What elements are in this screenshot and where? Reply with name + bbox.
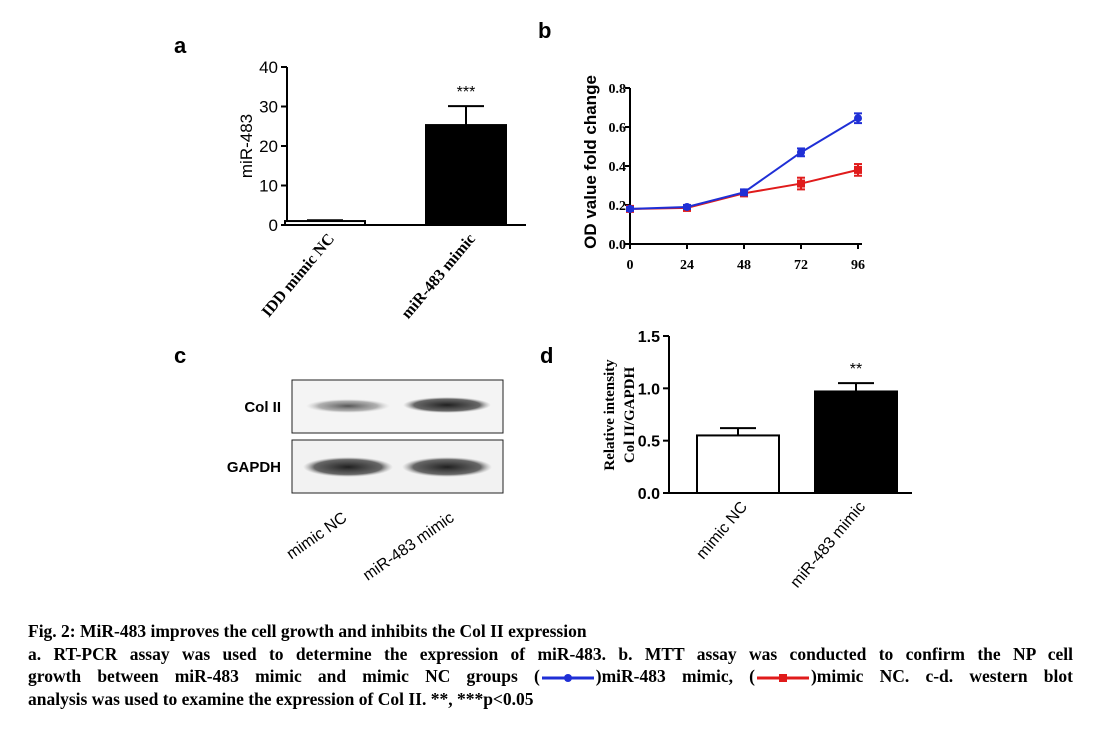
significance-label: ** (850, 361, 862, 378)
y-axis-title-line-2: Col II/GAPDH (622, 367, 638, 464)
y-tick-label: 40 (259, 58, 278, 77)
x-category-label: IDD mimic NC (259, 231, 338, 321)
data-point (797, 148, 805, 157)
blot-band-col2-mimic-nc (306, 399, 390, 413)
x-tick-label: 48 (737, 258, 751, 273)
panel-label-c: c (174, 343, 186, 368)
y-tick-label: 10 (259, 177, 278, 196)
y-tick-label: 30 (259, 98, 278, 117)
y-tick-label: 0.5 (638, 434, 660, 451)
data-point (854, 114, 862, 123)
blot-band-gapdh-mimic-nc (303, 457, 393, 477)
y-axis-title-line-1: Relative intensity (602, 359, 618, 471)
y-axis-title: OD value fold change (581, 75, 600, 249)
data-point (626, 204, 634, 213)
blot-band-col2-mir483 (403, 397, 491, 413)
blot-band-gapdh-mir483 (402, 457, 492, 477)
caption-line-3: analysis was used to examine the express… (28, 688, 534, 709)
panel-b-line-chart: 0.0 0.2 0.4 0.6 0.8 0 24 48 72 96 OD value fold ch… (581, 75, 865, 273)
bar (814, 390, 898, 494)
x-category-label: miR-483 mimic (398, 231, 479, 323)
bar (284, 220, 366, 227)
caption-title: Fig. 2: MiR-483 improves the cell growth… (28, 621, 587, 641)
legend-glyph-blue-circle-icon (541, 673, 594, 682)
significance-label: *** (457, 84, 476, 101)
x-tick-label: 24 (680, 258, 694, 273)
bar (696, 434, 780, 494)
caption-line-2-part-b: )miR-483 mimic, ( (595, 666, 755, 686)
caption-line-2-part-c: )mimic NC. c-d. western blot (810, 666, 1073, 686)
blot-row-label-gapdh: GAPDH (227, 459, 281, 476)
y-tick-label: 0.2 (609, 199, 627, 214)
panel-label-d: d (540, 343, 553, 368)
x-tick-label: 96 (851, 258, 865, 273)
y-tick-label: 0.8 (609, 82, 627, 97)
x-category-label: miR-483 mimic (787, 499, 869, 592)
x-tick-label: 72 (794, 258, 808, 273)
y-tick-label: 0 (269, 216, 278, 235)
panel-d-bar-chart: 0.0 0.5 1.0 1.5 mimic NC ** miR-483 mimic Relat… (602, 329, 912, 591)
bar (425, 124, 507, 226)
blot-lane-label-mimic-nc: mimic NC (284, 509, 351, 563)
y-tick-label: 1.0 (638, 381, 660, 398)
panel-label-b: b (538, 18, 551, 43)
caption-line-2: growth between miR-483 mimic and mimic N… (28, 665, 1073, 688)
caption-line-1: a. RT-PCR assay was used to determine th… (28, 643, 1073, 664)
panel-a-bar-chart: 0 10 20 30 40 IDD mimic NC *** miR-483 mimic miR… (237, 58, 526, 322)
y-tick-label: 0.0 (609, 238, 627, 253)
blot-lane-label-mir483: miR-483 mimic (360, 509, 457, 584)
panel-label-a: a (174, 33, 187, 58)
data-point (740, 188, 748, 197)
y-tick-label: 20 (259, 137, 278, 156)
data-point (683, 202, 691, 211)
y-tick-label: 0.4 (609, 160, 627, 175)
legend-glyph-red-square-icon (756, 673, 809, 682)
figure-caption: Fig. 2: MiR-483 improves the cell growth… (28, 620, 1073, 710)
figure-canvas: a b c d 0 10 20 30 40 IDD mimic NC *** miR-483 … (174, 18, 912, 591)
blot-row-label-col2: Col II (244, 399, 281, 416)
caption-line-2-part-a: growth between miR-483 mimic and mimic N… (28, 666, 540, 686)
data-point (854, 165, 862, 174)
data-point (797, 179, 805, 188)
y-tick-label: 1.5 (638, 329, 660, 346)
y-tick-label: 0.0 (638, 486, 660, 503)
x-tick-label: 0 (627, 258, 634, 273)
y-tick-label: 0.6 (609, 121, 627, 136)
y-axis-title: miR-483 (237, 114, 256, 178)
panel-c-western-blot: Col II GAPDH mimic NC miR-483 mimic (227, 379, 504, 584)
x-category-label: mimic NC (693, 499, 751, 563)
